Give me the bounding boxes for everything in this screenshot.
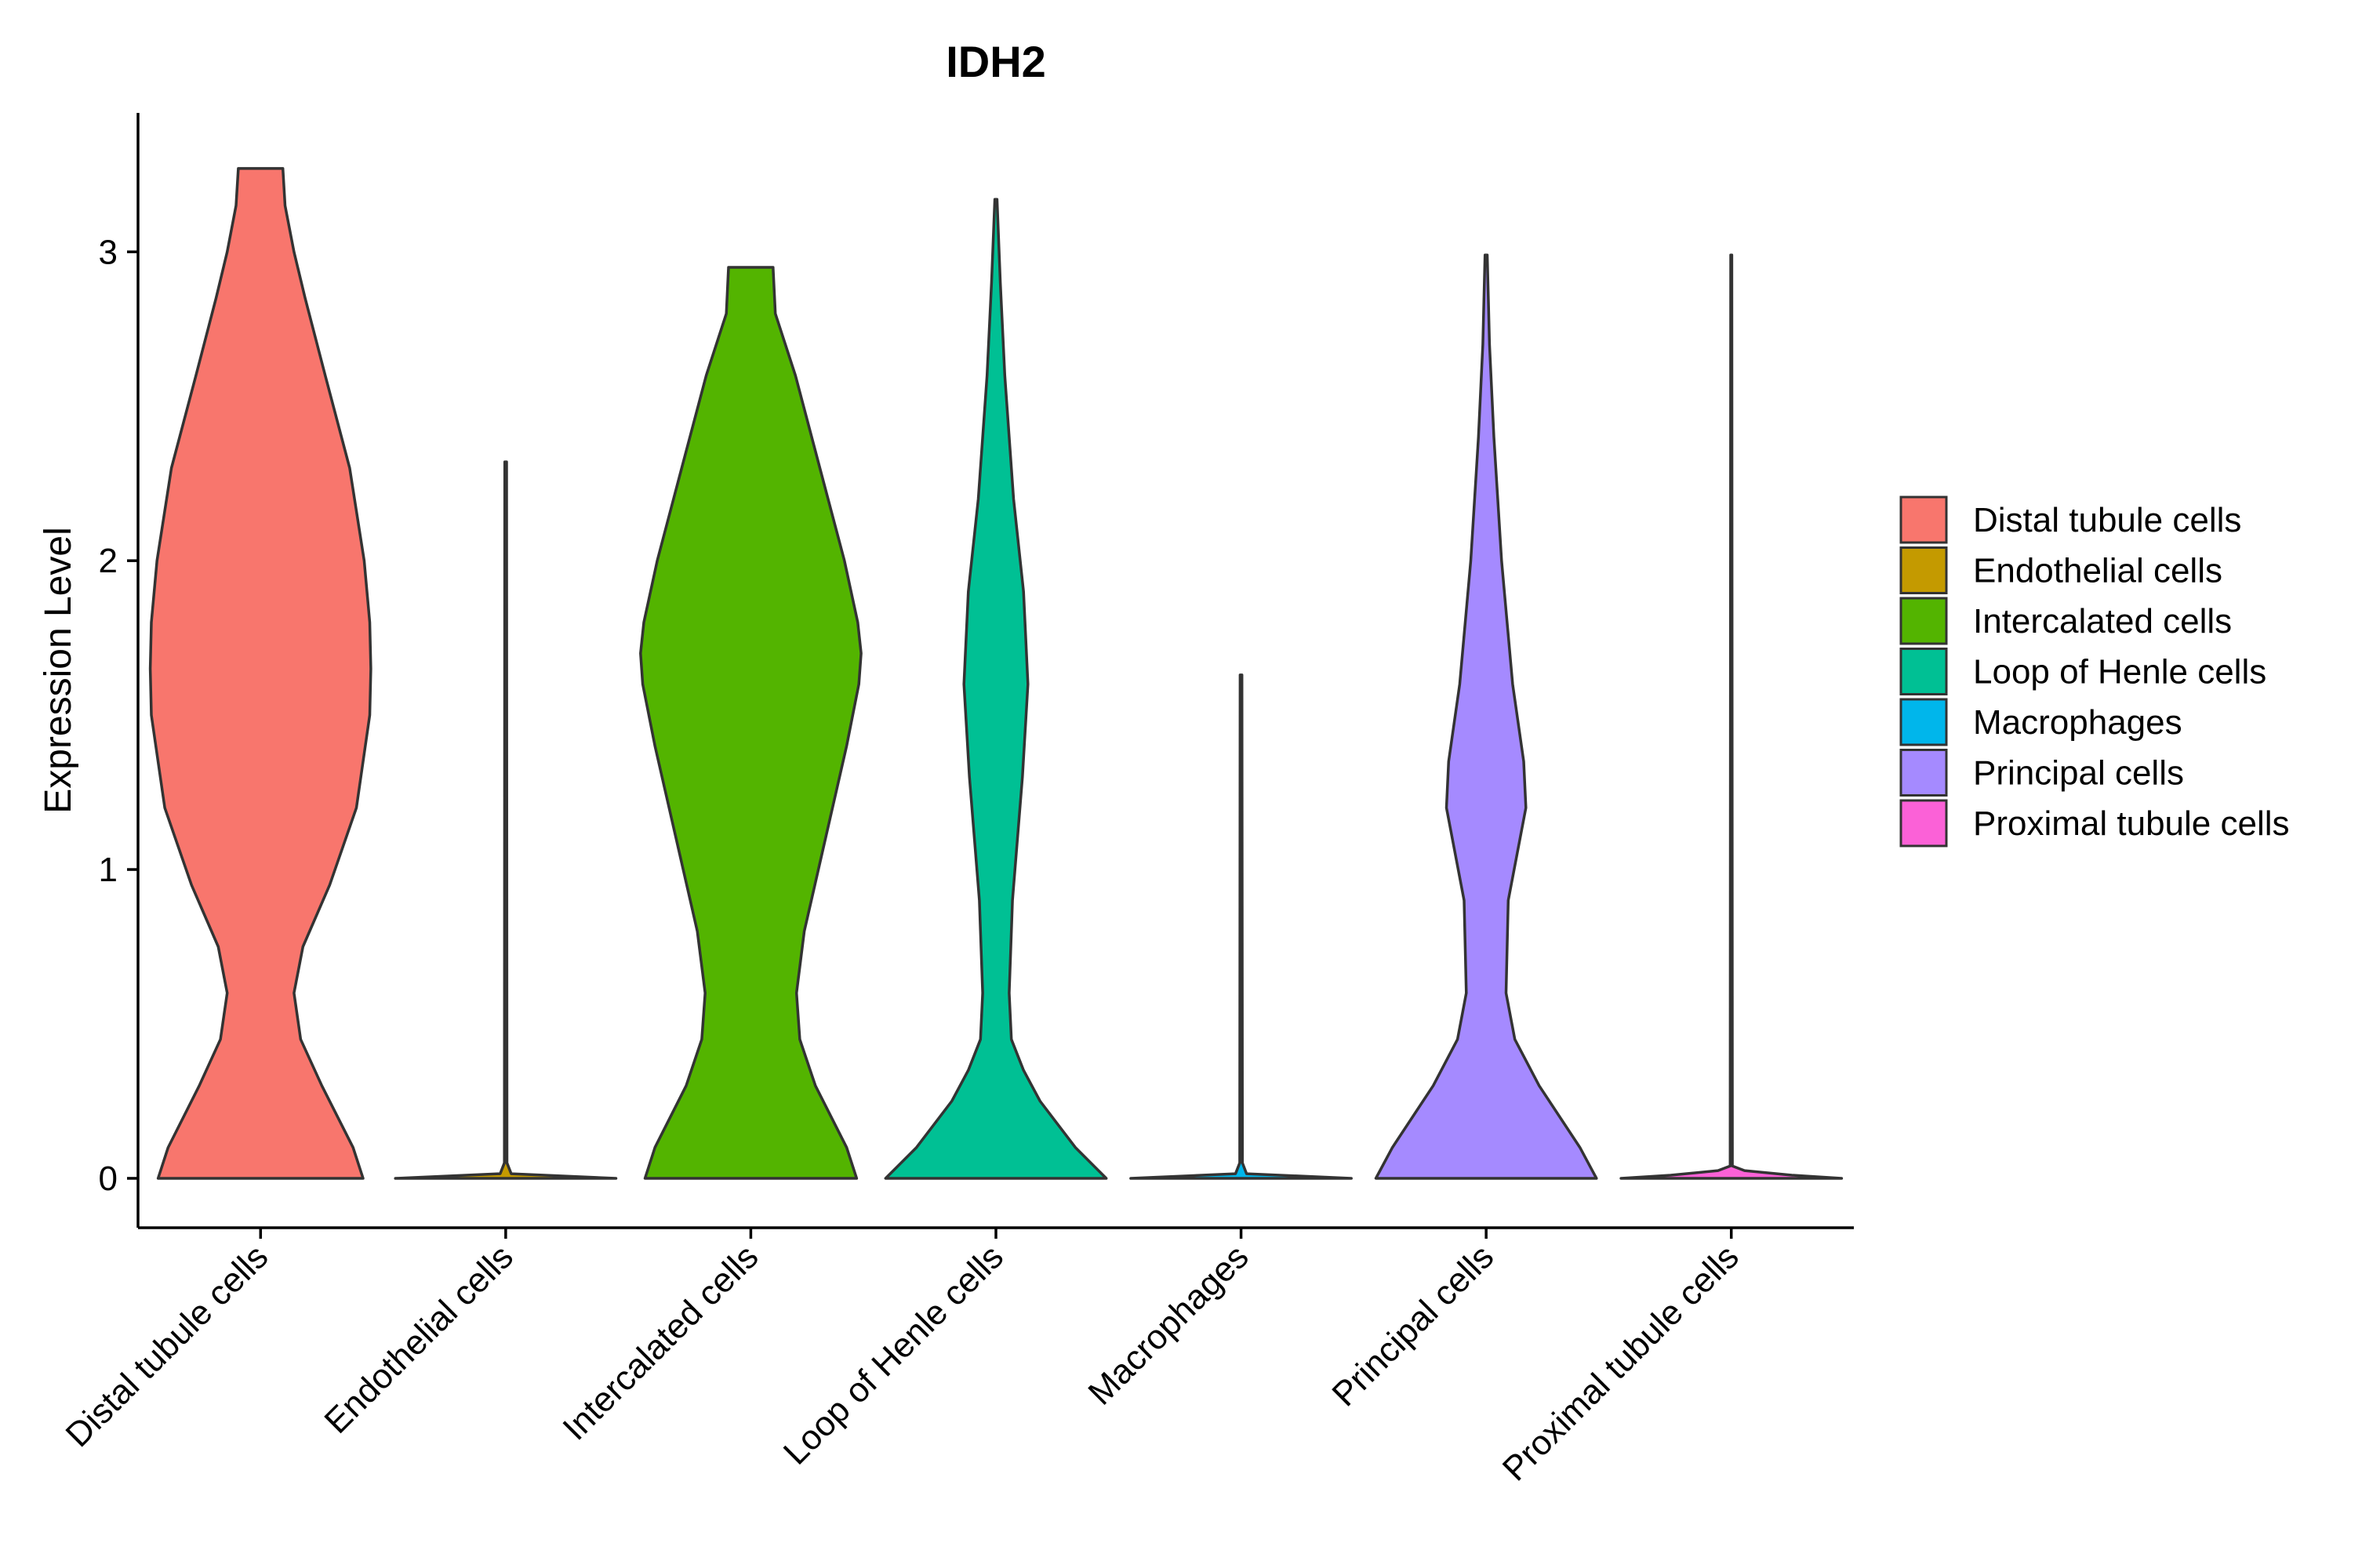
violin-principal-cells bbox=[1374, 253, 1598, 1180]
x-tick-label: Distal tubule cells bbox=[59, 1237, 276, 1454]
legend-swatch bbox=[1899, 648, 1948, 695]
x-tick-label: Intercalated cells bbox=[555, 1237, 765, 1447]
legend-swatch bbox=[1899, 749, 1948, 797]
legend-label: Principal cells bbox=[1973, 754, 2184, 793]
y-tick-label: 2 bbox=[99, 542, 118, 580]
violin-distal-tubule-cells bbox=[148, 167, 372, 1180]
legend: Distal tubule cells Endothelial cells Inte… bbox=[1899, 495, 2290, 848]
y-tick-label: 3 bbox=[99, 233, 118, 271]
legend-swatch bbox=[1899, 698, 1948, 746]
legend-label: Loop of Henle cells bbox=[1973, 653, 2266, 691]
x-tick-label: Principal cells bbox=[1325, 1237, 1501, 1414]
x-tick-label: Proximal tubule cells bbox=[1495, 1237, 1746, 1488]
legend-swatch bbox=[1899, 495, 1948, 544]
legend-swatch bbox=[1899, 799, 1948, 848]
legend-label: Intercalated cells bbox=[1973, 602, 2232, 641]
violin-proximal-tubule-cells bbox=[1619, 253, 1844, 1180]
y-tick-label: 0 bbox=[99, 1160, 118, 1198]
legend-label: Proximal tubule cells bbox=[1973, 804, 2290, 843]
violin-endothelial-cells bbox=[394, 460, 618, 1180]
legend-label: Endothelial cells bbox=[1973, 552, 2222, 590]
legend-label: Macrophages bbox=[1973, 703, 2182, 742]
violin-intercalated-cells bbox=[639, 266, 863, 1180]
legend-swatch bbox=[1899, 597, 1948, 645]
violin-loop-of-henle-cells bbox=[884, 198, 1108, 1180]
chart-title: IDH2 bbox=[946, 37, 1046, 86]
violin-macrophages bbox=[1129, 673, 1353, 1180]
legend-swatch bbox=[1899, 546, 1948, 594]
x-tick-label: Loop of Henle cells bbox=[776, 1237, 1011, 1472]
legend-label: Distal tubule cells bbox=[1973, 501, 2241, 539]
x-tick-label: Endothelial cells bbox=[317, 1237, 520, 1440]
x-tick-label: Macrophages bbox=[1081, 1237, 1255, 1412]
violins-group bbox=[148, 167, 1844, 1180]
y-axis-title: Expression Level bbox=[38, 527, 79, 814]
y-tick-label: 1 bbox=[99, 851, 118, 889]
